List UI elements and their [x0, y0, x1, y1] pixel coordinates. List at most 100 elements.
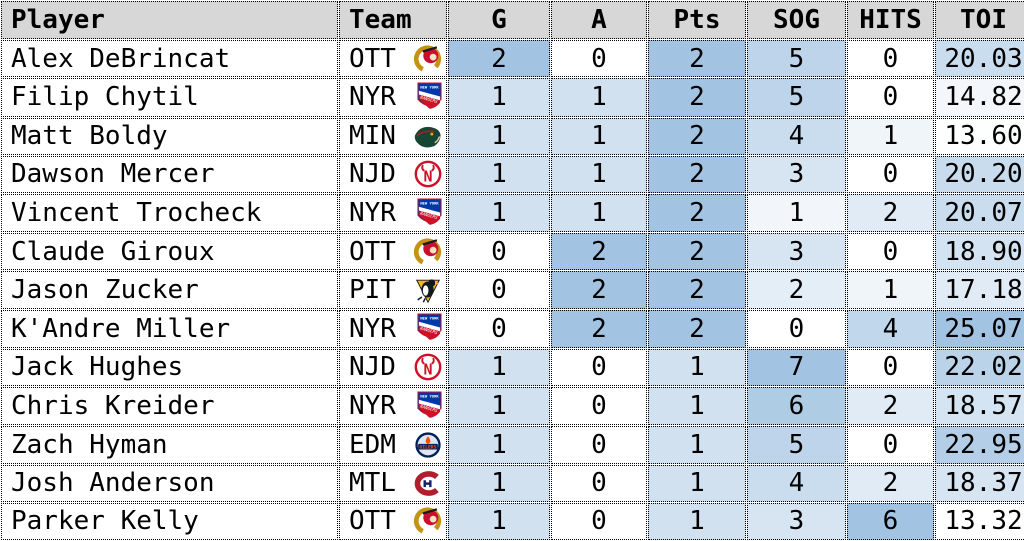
- pit-team-logo-icon: [413, 275, 443, 305]
- a-stat-cell: 1: [551, 117, 647, 155]
- team-cell: OTT: [339, 233, 447, 271]
- pts-stat-cell: 2: [648, 193, 746, 233]
- team-cell: OTT: [339, 502, 447, 540]
- sog-stat-cell: 5: [747, 78, 846, 117]
- nyr-team-logo-icon: NEW YORK RANGERS: [416, 198, 443, 229]
- toi-stat-cell: 13.60: [935, 117, 1024, 155]
- team-abbreviation: MIN: [349, 121, 396, 152]
- team-abbreviation: OTT: [349, 236, 396, 267]
- g-stat-cell: 1: [448, 426, 550, 464]
- hits-stat-cell: 0: [847, 40, 934, 78]
- pts-stat-cell: 2: [648, 78, 746, 117]
- hits-stat-cell: 0: [847, 426, 934, 464]
- g-stat-cell: 1: [448, 155, 550, 193]
- player-name-cell: Parker Kelly: [1, 502, 338, 540]
- min-team-logo-icon: [412, 123, 443, 150]
- player-name-cell: Josh Anderson: [1, 464, 338, 502]
- njd-team-logo-icon: N: [413, 352, 443, 382]
- a-stat-cell: 0: [551, 387, 647, 426]
- team-abbreviation: NYR: [349, 198, 396, 228]
- team-abbreviation: NJD: [349, 352, 396, 383]
- hits-stat-cell: 0: [847, 233, 934, 271]
- sog-stat-cell: 5: [747, 426, 846, 464]
- sog-stat-cell: 7: [747, 348, 846, 387]
- pts-stat-cell: 2: [648, 155, 746, 193]
- pts-stat-cell: 1: [648, 426, 746, 464]
- a-stat-cell: 0: [551, 348, 647, 387]
- pts-stat-cell: 2: [648, 233, 746, 271]
- ott-team-logo-icon: [412, 506, 443, 536]
- table-row: Filip Chytil NYR NEW YORK RANGERS 1 1 2 5 0 14.…: [1, 78, 1024, 117]
- g-stat-cell: 1: [448, 464, 550, 502]
- team-abbreviation: EDM: [349, 429, 396, 460]
- njd-team-logo-icon: N: [413, 159, 443, 189]
- pts-stat-cell: 2: [648, 40, 746, 78]
- svg-text:RANGERS: RANGERS: [420, 403, 439, 413]
- toi-stat-cell: 20.07: [935, 193, 1024, 233]
- svg-text:RANGERS: RANGERS: [420, 326, 439, 336]
- toi-stat-cell: 18.37: [935, 464, 1024, 502]
- hits-stat-cell: 0: [847, 348, 934, 387]
- toi-stat-cell: 13.32: [935, 502, 1024, 540]
- table-row: Chris Kreider NYR NEW YORK RANGERS 1 0 1 6 2 18…: [1, 387, 1024, 426]
- g-stat-cell: 1: [448, 193, 550, 233]
- g-stat-cell: 0: [448, 271, 550, 309]
- svg-text:NEW YORK: NEW YORK: [420, 200, 439, 205]
- pts-stat-cell: 1: [648, 502, 746, 540]
- svg-text:OILERS: OILERS: [420, 444, 437, 450]
- player-name-cell: Matt Boldy: [1, 117, 338, 155]
- team-cell: EDM OILERS: [339, 426, 447, 464]
- sog-stat-cell: 3: [747, 502, 846, 540]
- player-name-cell: Jason Zucker: [1, 271, 338, 309]
- pts-stat-cell: 1: [648, 387, 746, 426]
- player-name-cell: Dawson Mercer: [1, 155, 338, 193]
- toi-stat-cell: 18.90: [935, 233, 1024, 271]
- team-cell: OTT: [339, 40, 447, 78]
- pts-stat-cell: 1: [648, 464, 746, 502]
- team-abbreviation: PIT: [349, 274, 396, 305]
- toi-stat-cell: 20.20: [935, 155, 1024, 193]
- sog-stat-cell: 5: [747, 40, 846, 78]
- nyr-team-logo-icon: NEW YORK RANGERS: [416, 313, 443, 344]
- toi-stat-cell: 17.18: [935, 271, 1024, 309]
- sog-stat-cell: 4: [747, 117, 846, 155]
- ott-team-logo-icon: [412, 237, 443, 267]
- column-header-team: Team: [339, 1, 447, 39]
- edm-team-logo-icon: OILERS: [413, 430, 443, 460]
- sog-stat-cell: 3: [747, 233, 846, 271]
- a-stat-cell: 1: [551, 78, 647, 117]
- team-abbreviation: OTT: [349, 43, 396, 74]
- table-row: Claude Giroux OTT 0 2 2 3 0 18.90: [1, 233, 1024, 271]
- g-stat-cell: 1: [448, 502, 550, 540]
- a-stat-cell: 2: [551, 271, 647, 309]
- column-header-a: A: [551, 1, 647, 39]
- player-name-cell: K'Andre Miller: [1, 309, 338, 348]
- hits-stat-cell: 0: [847, 78, 934, 117]
- pts-stat-cell: 2: [648, 271, 746, 309]
- g-stat-cell: 1: [448, 387, 550, 426]
- team-cell: NJD N: [339, 155, 447, 193]
- column-header-g: G: [448, 1, 550, 39]
- sog-stat-cell: 3: [747, 155, 846, 193]
- g-stat-cell: 2: [448, 40, 550, 78]
- table-row: K'Andre Miller NYR NEW YORK RANGERS 0 2 2 0 4 2…: [1, 309, 1024, 348]
- table-row: Vincent Trocheck NYR NEW YORK RANGERS 1 1 2 1…: [1, 193, 1024, 233]
- sog-stat-cell: 1: [747, 193, 846, 233]
- pts-stat-cell: 1: [648, 348, 746, 387]
- table-row: Matt Boldy MIN 1 1 2 4 1 13.60: [1, 117, 1024, 155]
- a-stat-cell: 2: [551, 233, 647, 271]
- team-cell: NYR NEW YORK RANGERS: [339, 387, 447, 426]
- pts-stat-cell: 2: [648, 117, 746, 155]
- team-abbreviation: OTT: [349, 506, 396, 537]
- player-name-cell: Zach Hyman: [1, 426, 338, 464]
- hits-stat-cell: 2: [847, 387, 934, 426]
- table-row: Jason Zucker PIT 0 2 2 2 1 17.18: [1, 271, 1024, 309]
- sog-stat-cell: 2: [747, 271, 846, 309]
- mtl-team-logo-icon: [413, 470, 443, 497]
- toi-stat-cell: 20.03: [935, 40, 1024, 78]
- team-cell: NYR NEW YORK RANGERS: [339, 193, 447, 233]
- a-stat-cell: 0: [551, 464, 647, 502]
- g-stat-cell: 1: [448, 117, 550, 155]
- a-stat-cell: 0: [551, 40, 647, 78]
- svg-text:NEW YORK: NEW YORK: [420, 84, 439, 89]
